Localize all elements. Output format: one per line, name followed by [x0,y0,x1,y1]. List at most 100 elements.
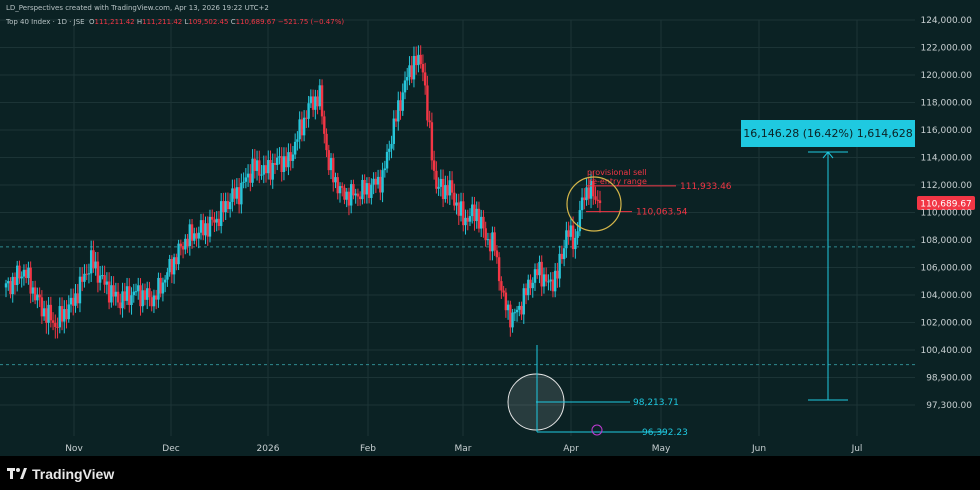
candle-body [49,304,53,321]
candle-body [150,297,153,307]
candle-body [226,201,230,210]
candle-body [276,157,279,165]
candle-body [488,239,492,252]
candle-body [367,183,371,198]
footer-bar: TradingView [0,456,980,490]
candle-body [334,177,337,183]
candle-body [237,187,241,205]
candle-body [491,232,494,252]
x-tick-label: May [652,444,671,454]
candle-body [22,269,26,277]
candle-body [450,180,454,193]
candle-body [278,156,281,158]
y-tick-label: 100,400.00 [920,346,972,356]
candle-body [186,238,189,247]
candle-body [500,281,503,291]
tradingview-brand: TradingView [32,466,115,482]
candle-body [20,276,23,279]
candle-body [291,154,295,161]
candle-body [374,178,378,185]
candle-body [361,179,364,200]
candle-body [9,281,12,295]
sell-note-line2: re-entry range [589,177,647,186]
candle-body [130,295,133,306]
candle-body [323,116,326,134]
candle-body [154,295,158,300]
candle-body [432,160,436,171]
candle-body [92,250,95,269]
y-tick-label: 118,000.00 [920,99,972,109]
open-value: 111,211.42 [94,18,135,26]
candlestick-chart[interactable]: 111,933.46 110,063.54 provisional sellre-e… [0,0,980,456]
candle-body [103,275,106,285]
candle-body [42,308,46,317]
tradingview-logo-icon [7,468,27,479]
tradingview-logo[interactable]: TradingView [7,466,114,482]
candle-body [56,326,59,328]
close-value: 110,689.67 [235,18,276,26]
candle-body [363,179,366,195]
candle-body [134,291,138,293]
candle-body [98,275,102,283]
candle-body [211,216,214,220]
x-tick-label: 2026 [257,444,280,454]
candle-body [455,202,458,206]
candle-body [40,297,44,317]
candle-body [423,72,427,86]
candle-body [24,269,28,279]
candle-body [107,281,111,303]
level-projection-label: 96,392.23 [642,428,688,438]
candle-body [47,304,50,323]
candle-body [224,201,227,213]
candle-body [522,288,525,315]
candle-body [260,174,263,176]
candle-body [536,269,539,276]
candle-body [215,218,218,223]
candle-body [414,55,418,66]
candle-body [325,133,328,151]
candle-body [188,224,192,247]
candle-body [128,286,131,306]
measure-arrow-icon [822,151,834,159]
last-price-label: 110,689.67 [920,200,972,210]
candle-body [372,178,375,185]
candle-body [576,231,579,238]
candle-body [444,185,447,200]
candle-body [172,257,176,275]
candle-body [520,305,523,315]
candle-body [305,117,308,119]
measure-label: 16,146.28 (16.42%) 1,614,628 [743,127,913,140]
candle-body [273,162,277,165]
candle-body [195,233,198,239]
y-tick-label: 98,900.00 [926,374,972,384]
candle-body [112,285,115,297]
candle-body [190,224,194,241]
candle-body [571,225,575,250]
candle-body [475,208,478,222]
candle-body [116,291,120,303]
candle-body [81,276,84,282]
candle-body [448,180,452,196]
candle-body [181,246,185,250]
candle-body [284,156,288,168]
candle-body [101,275,104,277]
candle-body [583,197,586,201]
candle-body [132,291,135,296]
candle-body [65,309,68,320]
high-value: 111,211.42 [142,18,183,26]
candle-body [587,187,590,199]
candle-body [85,273,88,275]
candle-body [457,202,460,216]
candle-body [327,150,330,171]
change-value: −521.75 (−0.47%) [277,18,345,26]
x-tick-label: Jul [851,444,863,454]
candle-body [197,232,200,239]
candle-body [466,217,469,222]
candle-body [45,308,48,323]
candle-body [76,293,79,304]
candle-body [240,182,243,205]
candle-body [527,279,530,296]
candle-body [406,77,409,81]
candle-body [311,96,315,110]
